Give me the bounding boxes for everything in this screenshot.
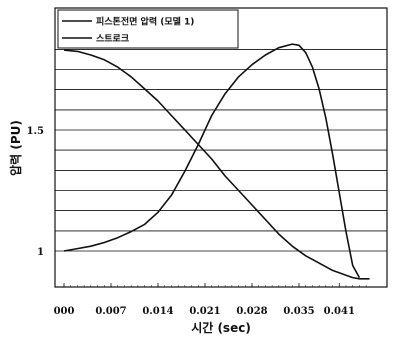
series-line-stroke [63, 49, 370, 280]
x-tick-label: 0.028 [236, 306, 267, 317]
series-line-pressure [63, 43, 361, 278]
legend-label-pressure: 피스톤전면 압력 (모델 1) [96, 16, 194, 28]
legend-box [57, 9, 239, 49]
x-tick-label: 0.041 [324, 306, 355, 317]
x-tick-labels: 000 0.007 0.014 0.021 0.028 0.035 0.041 [54, 283, 367, 317]
x-axis-label: 시간 (sec) [191, 320, 251, 335]
x-tick-label: 0.007 [95, 306, 126, 317]
y-tick-labels: 1.51 [27, 126, 44, 258]
y-axis-label: 압력 (PU) [9, 120, 23, 176]
x-tick-label: 0.021 [189, 306, 220, 317]
x-tick-label: 0.035 [283, 306, 314, 317]
legend: 피스톤전면 압력 (모델 1) 스트로크 [57, 9, 239, 49]
y-tick-label: 1.5 [27, 126, 44, 137]
y-tick-label: 1 [37, 247, 44, 258]
series-lines [63, 43, 370, 280]
gridlines [55, 49, 387, 252]
x-tick-label: 0.014 [142, 306, 173, 317]
legend-label-stroke: 스트로크 [96, 34, 129, 45]
plot-frame [54, 7, 388, 288]
x-tick-label: 000 [54, 306, 75, 317]
